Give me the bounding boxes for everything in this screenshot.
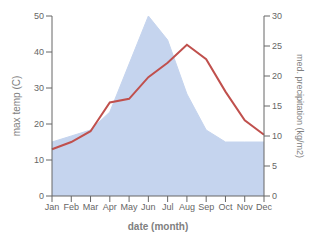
svg-text:Jan: Jan: [45, 202, 60, 212]
svg-text:20: 20: [272, 71, 282, 81]
svg-text:50: 50: [34, 11, 44, 21]
svg-text:Jun: Jun: [141, 202, 156, 212]
svg-text:Feb: Feb: [64, 202, 80, 212]
svg-text:25: 25: [272, 41, 282, 51]
svg-text:med. precipitation (kg/m2): med. precipitation (kg/m2): [295, 54, 305, 158]
svg-text:date (month): date (month): [128, 221, 189, 232]
svg-text:max temp (C): max temp (C): [11, 76, 22, 137]
svg-text:30: 30: [34, 83, 44, 93]
svg-text:0: 0: [272, 191, 277, 201]
svg-text:Mar: Mar: [83, 202, 99, 212]
svg-text:Jul: Jul: [162, 202, 174, 212]
svg-text:10: 10: [34, 155, 44, 165]
svg-text:5: 5: [272, 161, 277, 171]
svg-text:20: 20: [34, 119, 44, 129]
svg-text:Apr: Apr: [103, 202, 117, 212]
svg-text:40: 40: [34, 47, 44, 57]
svg-text:May: May: [121, 202, 139, 212]
svg-text:30: 30: [272, 11, 282, 21]
svg-text:Oct: Oct: [218, 202, 233, 212]
svg-text:15: 15: [272, 101, 282, 111]
svg-text:Dec: Dec: [256, 202, 273, 212]
svg-text:0: 0: [39, 191, 44, 201]
svg-text:Aug: Aug: [179, 202, 195, 212]
svg-text:Sep: Sep: [198, 202, 214, 212]
svg-text:10: 10: [272, 131, 282, 141]
svg-text:Nov: Nov: [237, 202, 254, 212]
